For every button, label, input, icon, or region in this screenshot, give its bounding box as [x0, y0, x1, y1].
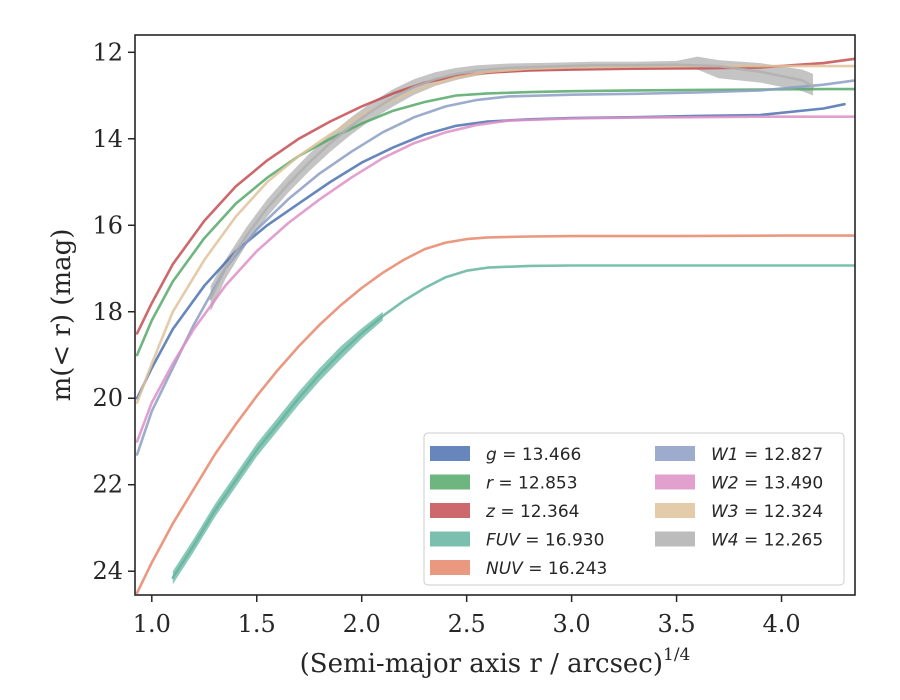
y-tick-label: 14	[92, 125, 123, 153]
series-line-z	[135, 57, 855, 335]
y-tick-label: 18	[92, 298, 123, 326]
band-w4	[210, 56, 814, 312]
legend-swatch-w1	[655, 446, 695, 461]
x-tick-label: 1.5	[238, 610, 276, 638]
series-line-w4	[209, 63, 815, 301]
x-axis-ticks: 1.0 1.5 2.0 2.5 3.0 3.5 4.0	[133, 595, 801, 638]
series-line-w2	[135, 115, 855, 443]
series-line-nuv	[135, 234, 855, 595]
x-axis-label: (Semi-major axis r / arcsec)1/4	[300, 645, 691, 679]
y-tick-label: 16	[92, 211, 123, 239]
y-axis-ticks: 12 14 16 18 20 22 24	[92, 38, 135, 585]
y-axis-label: m(< r) (mag)	[47, 229, 77, 402]
legend-label-w2: W2 = 13.490	[711, 474, 823, 494]
x-tick-label: 4.0	[762, 610, 800, 638]
legend-swatch-g	[430, 446, 470, 461]
legend-label-r: r = 12.853	[486, 474, 578, 494]
legend-box	[423, 432, 845, 586]
y-tick-label: 22	[92, 471, 123, 499]
legend-label-fuv: FUV = 16.930	[486, 531, 604, 551]
series-lines	[135, 57, 855, 595]
legend-label-w1: W1 = 12.827	[711, 445, 823, 465]
legend-swatch-nuv	[430, 560, 470, 575]
legend-label-z: z = 12.364	[485, 502, 579, 522]
series-line-r	[135, 87, 855, 357]
x-tick-label: 1.0	[133, 610, 171, 638]
legend-swatch-z	[430, 503, 470, 518]
legend-swatch-w2	[655, 474, 695, 490]
legend-swatch-fuv	[430, 531, 470, 547]
series-line-w1	[135, 79, 855, 456]
legend-swatch-w4	[655, 531, 695, 547]
plot-frame	[134, 34, 856, 596]
legend-label-nuv: NUV = 16.243	[486, 559, 607, 579]
y-tick-label: 20	[92, 384, 123, 412]
legend: g = 13.466 r = 12.853 z = 12.364 FUV = 16.9…	[423, 432, 845, 586]
legend-label-w4: W4 = 12.265	[711, 531, 823, 551]
series-line-fuv	[171, 264, 855, 580]
legend-label-w3: W3 = 12.324	[711, 502, 823, 522]
x-tick-label: 3.0	[553, 610, 591, 638]
x-tick-label: 2.5	[448, 610, 486, 638]
uncertainty-bands	[172, 56, 814, 585]
x-tick-label: 3.5	[657, 610, 695, 638]
y-tick-label: 12	[92, 38, 123, 66]
legend-swatch-r	[430, 474, 470, 490]
x-tick-label: 2.0	[343, 610, 381, 638]
legend-swatch-w3	[655, 503, 695, 518]
y-tick-label: 24	[92, 557, 123, 585]
legend-label-g: g = 13.466	[486, 445, 581, 465]
